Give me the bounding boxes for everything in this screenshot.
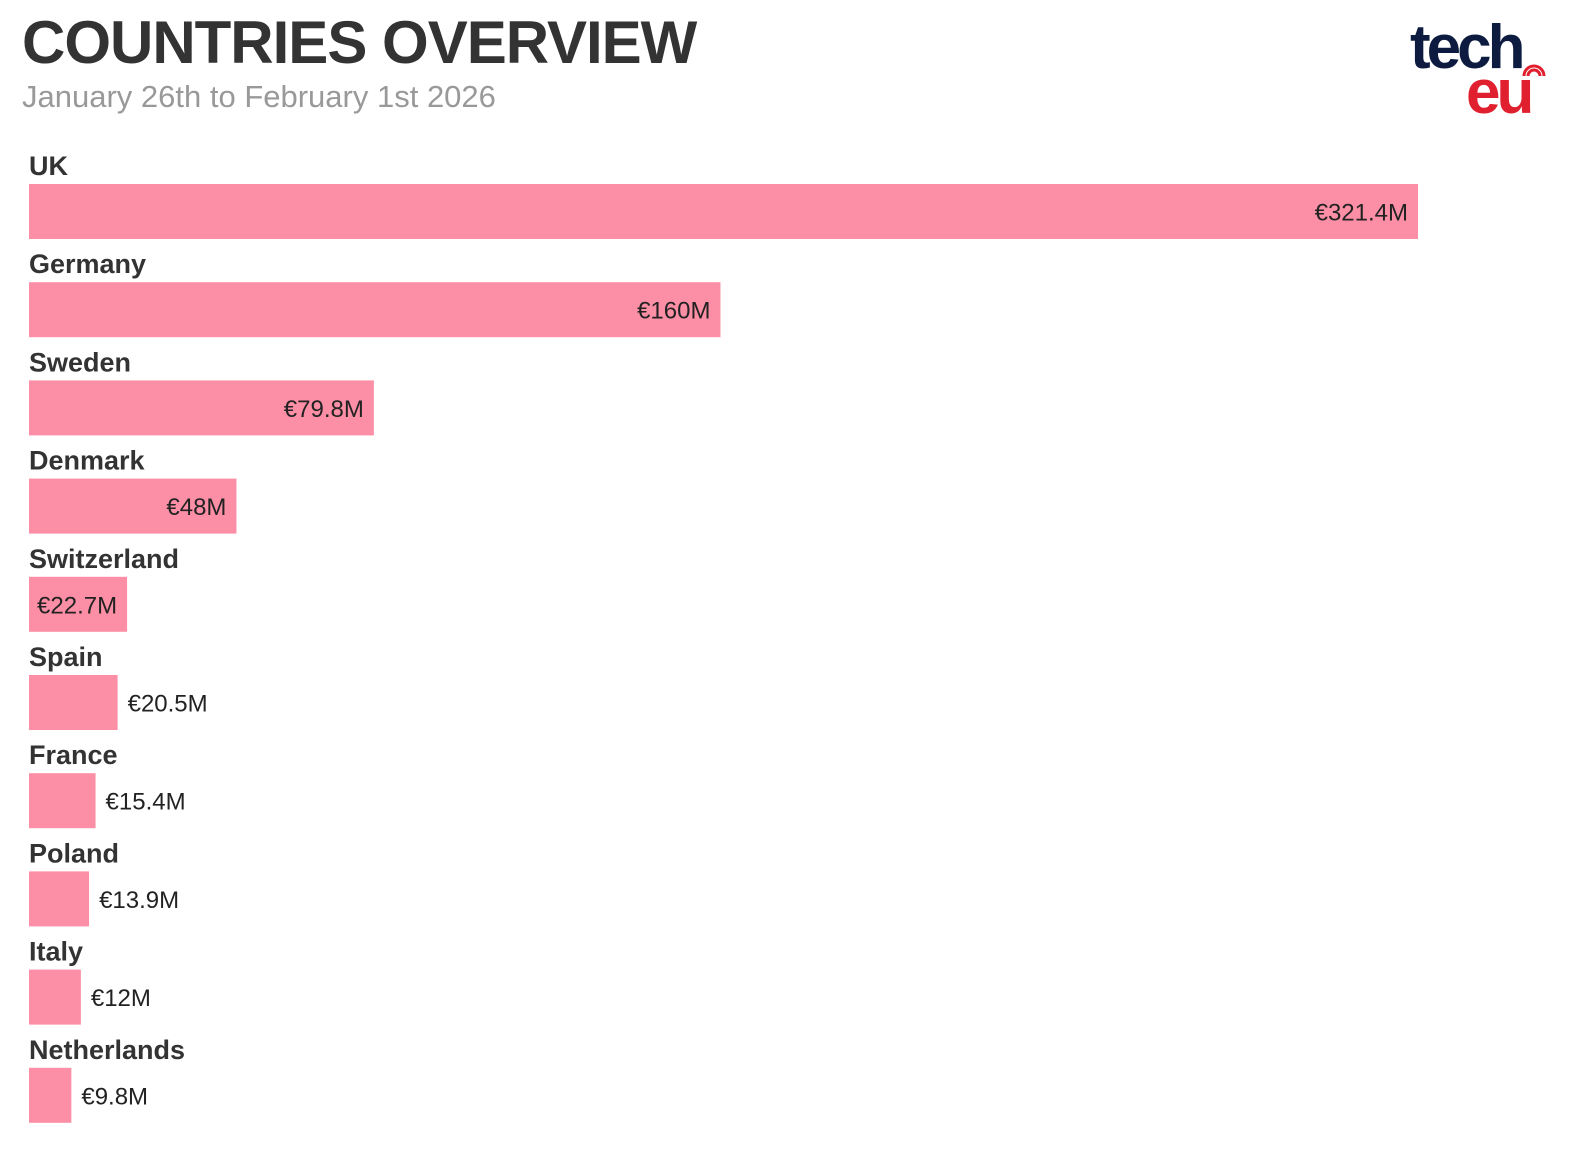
category-label: France	[29, 740, 118, 770]
category-label: Denmark	[29, 446, 146, 476]
bar	[29, 1067, 72, 1123]
category-label: Spain	[29, 642, 103, 672]
logo-tech-text: tech	[1410, 13, 1523, 82]
value-label: €15.4M	[106, 789, 186, 816]
bar	[29, 773, 96, 829]
category-label: UK	[29, 151, 68, 181]
bar-chart: UK €321.4M Germany €160M Sweden €79.8M Denmark…	[29, 151, 1418, 1123]
category-label: Poland	[29, 838, 119, 868]
chart-subtitle: January 26th to February 1st 2026	[22, 79, 496, 114]
bar	[29, 184, 1418, 239]
bar	[29, 969, 81, 1025]
value-label: €20.5M	[128, 691, 208, 718]
category-label: Italy	[29, 937, 83, 967]
category-label: Sweden	[29, 347, 131, 377]
bar	[29, 576, 128, 632]
chart-title: COUNTRIES OVERVIEW	[22, 9, 697, 76]
value-label: €9.8M	[81, 1083, 148, 1110]
value-label: €321.4M	[1315, 200, 1408, 227]
bar	[29, 675, 118, 730]
bar	[29, 380, 374, 436]
value-label: €12M	[91, 985, 151, 1012]
bar	[29, 282, 721, 338]
category-label: Switzerland	[29, 544, 179, 574]
logo-signal-icon	[1522, 64, 1546, 77]
value-label: €13.9M	[99, 887, 179, 914]
category-label: Netherlands	[29, 1035, 185, 1065]
value-label: €79.8M	[284, 396, 364, 423]
bar	[29, 478, 237, 534]
value-label: €48M	[166, 494, 226, 521]
value-label: €160M	[637, 298, 710, 325]
bar	[29, 871, 90, 927]
category-label: Germany	[29, 249, 146, 279]
tech-eu-logo: tech eu	[1410, 13, 1546, 120]
logo-eu-text: eu	[1466, 58, 1530, 120]
value-label: €22.7M	[37, 592, 117, 619]
